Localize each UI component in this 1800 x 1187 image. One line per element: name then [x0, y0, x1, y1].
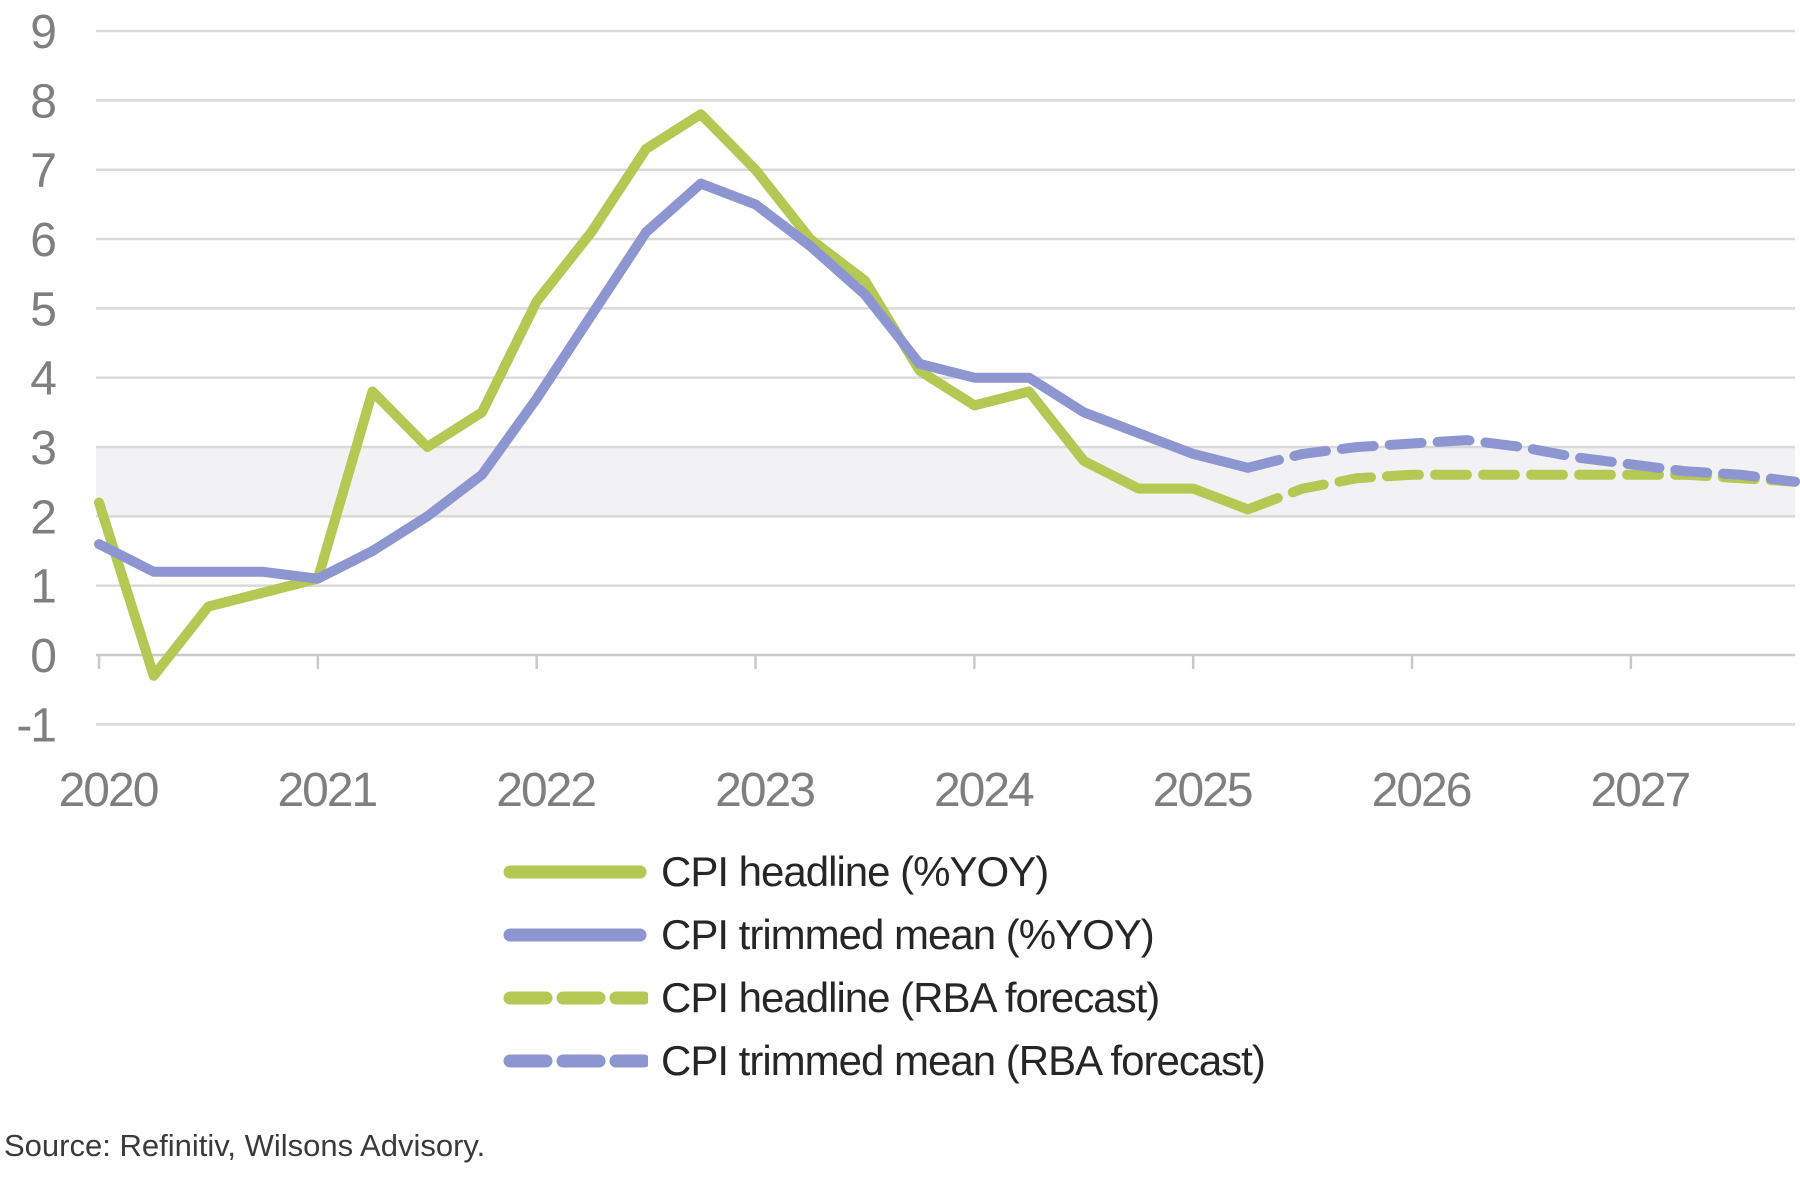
y-tick-label-2: 2 — [30, 491, 55, 544]
legend-label-cpi-headline-forecast: CPI headline (RBA forecast) — [661, 973, 1160, 1021]
x-tick-label-2024: 2024 — [934, 764, 1034, 817]
y-tick-label-7: 7 — [30, 145, 55, 198]
gridlines-layer — [96, 29, 1795, 726]
y-tick-label-3: 3 — [30, 422, 55, 475]
legend-item-cpi-headline-forecast: CPI headline (RBA forecast) — [502, 966, 1800, 1029]
y-tick-label-9: 9 — [30, 6, 55, 59]
y-tick-label-6: 6 — [30, 214, 55, 267]
legend-item-cpi-headline: CPI headline (%YOY) — [502, 840, 1800, 903]
rba-target-band-layer — [96, 447, 1795, 517]
cpi-chart: 9 8 7 6 5 4 3 2 1 0 -1 2020 2021 2022 2023 2024 2025 202… — [16, 6, 1800, 817]
y-tick-label-1: 1 — [30, 561, 55, 614]
x-tick-labels: 2020 2021 2022 2023 2024 2025 2026 2027 — [59, 764, 1692, 817]
source-note: Source: Refinitiv, Wilsons Advisory. — [4, 1128, 486, 1163]
x-tick-label-2026: 2026 — [1372, 764, 1471, 817]
y-tick-label-8: 8 — [30, 75, 55, 128]
x-tick-label-2023: 2023 — [715, 764, 814, 817]
x-tick-label-2021: 2021 — [277, 764, 376, 817]
x-tick-label-2027: 2027 — [1590, 764, 1689, 817]
series-line-cpi-trimmed-mean-rba-forecast — [1242, 435, 1800, 487]
legend-label-cpi-headline: CPI headline (%YOY) — [661, 847, 1049, 895]
rba-target-band — [96, 447, 1795, 517]
x-axis-layer — [96, 653, 1795, 669]
legend: CPI headline (%YOY) CPI trimmed mean (%Y… — [0, 840, 1800, 1092]
legend-item-cpi-trimmed-mean-forecast: CPI trimmed mean (RBA forecast) — [502, 1029, 1800, 1092]
x-tick-label-2022: 2022 — [496, 764, 595, 817]
series-line-cpi-trimmed-mean-yoy — [94, 178, 1253, 584]
legend-swatch-dashed-purple-icon — [503, 1054, 648, 1067]
legend-label-cpi-trimmed-mean-forecast: CPI trimmed mean (RBA forecast) — [661, 1036, 1266, 1084]
legend-swatch-solid-purple-icon — [503, 928, 647, 941]
y-tick-label-5: 5 — [30, 283, 55, 336]
y-tick-label--1: -1 — [16, 699, 55, 752]
legend-label-cpi-trimmed-mean: CPI trimmed mean (%YOY) — [661, 910, 1155, 958]
x-tick-label-2020: 2020 — [59, 764, 158, 817]
y-tick-label-0: 0 — [30, 630, 55, 683]
series-line-cpi-headline-yoy — [94, 109, 1253, 681]
legend-swatch-solid-green-icon — [503, 865, 647, 878]
legend-item-cpi-trimmed-mean: CPI trimmed mean (%YOY) — [502, 903, 1800, 966]
y-tick-label-4: 4 — [30, 353, 56, 406]
legend-swatch-dashed-green-icon — [503, 991, 648, 1004]
x-tick-label-2025: 2025 — [1153, 764, 1252, 817]
y-tick-labels: 9 8 7 6 5 4 3 2 1 0 -1 — [16, 6, 58, 752]
series-lines-layer — [94, 109, 1800, 681]
